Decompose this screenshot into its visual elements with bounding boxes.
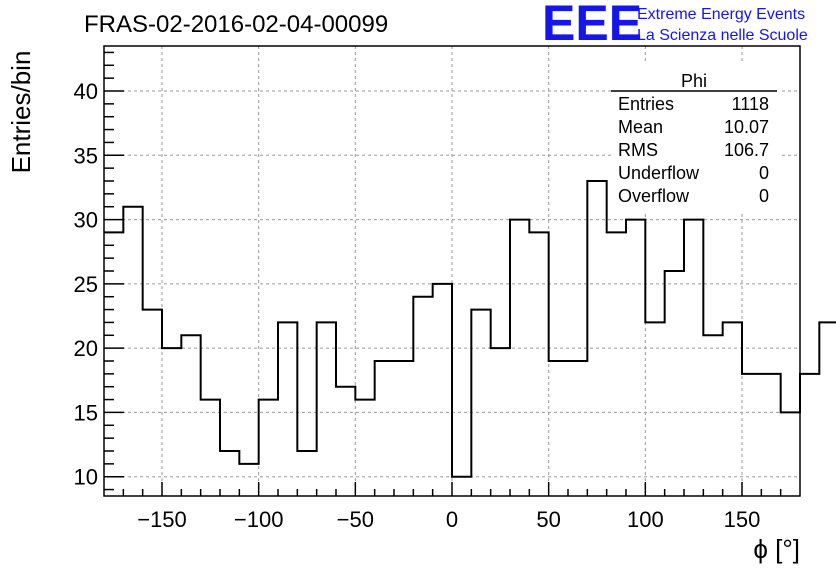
y-tick-label: 15	[74, 400, 98, 425]
logo-subtitle-1: Extreme Energy Events	[637, 6, 805, 23]
stats-value-mean: 10.07	[724, 117, 769, 137]
y-axis-label: Entries/bin	[6, 51, 36, 174]
histogram-line	[104, 180, 836, 478]
y-tick-label: 40	[74, 79, 98, 104]
stats-label-overflow: Overflow	[618, 186, 690, 206]
stats-value-overflow: 0	[759, 186, 769, 206]
x-tick-label: 150	[724, 507, 761, 532]
stats-value-rms: 106.7	[724, 140, 769, 160]
eee-logo: EEE	[542, 0, 642, 51]
y-tick-label: 35	[74, 143, 98, 168]
y-tick-label: 25	[74, 272, 98, 297]
stats-label-rms: RMS	[618, 140, 658, 160]
x-tick-label: −150	[137, 507, 187, 532]
x-axis-label: ϕ [°]	[753, 534, 800, 564]
y-tick-label: 10	[74, 465, 98, 490]
x-tick-label: 50	[536, 507, 560, 532]
y-axis: 10 15 20 25 30 35 40	[74, 51, 124, 491]
y-tick-label: 20	[74, 336, 98, 361]
stats-label-entries: Entries	[618, 94, 674, 114]
x-tick-label: 100	[627, 507, 664, 532]
x-axis: −150 −100 −50 0 50 100 150	[122, 482, 782, 532]
x-tick-label: 0	[446, 507, 458, 532]
stats-label-underflow: Underflow	[618, 163, 700, 183]
stats-box-background	[611, 63, 779, 211]
logo-subtitle-2: La Scienza nelle Scuole	[637, 27, 808, 44]
y-tick-label: 30	[74, 208, 98, 233]
x-tick-label: −50	[337, 507, 374, 532]
chart-title: FRAS-02-2016-02-04-00099	[84, 11, 388, 38]
stats-title: Phi	[681, 71, 707, 91]
x-tick-label: −100	[234, 507, 284, 532]
stats-label-mean: Mean	[618, 117, 663, 137]
stats-value-entries: 1118	[732, 94, 769, 114]
stats-value-underflow: 0	[759, 163, 769, 183]
stats-box: Phi Entries 1118 Mean 10.07 RMS 106.7 Un…	[611, 63, 779, 211]
